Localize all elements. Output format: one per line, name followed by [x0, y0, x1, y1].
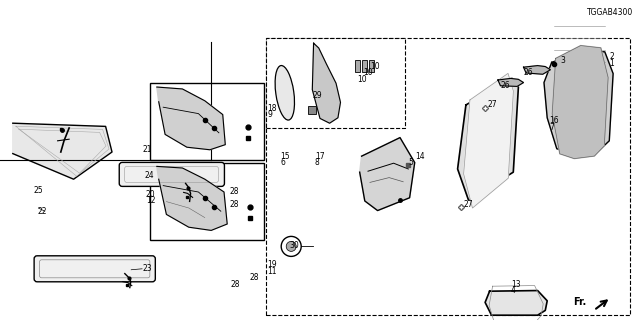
Polygon shape [485, 291, 547, 315]
Text: 16: 16 [549, 116, 559, 125]
Polygon shape [360, 138, 415, 211]
Text: 18: 18 [268, 104, 277, 113]
Polygon shape [524, 66, 550, 74]
Text: 28: 28 [229, 187, 239, 196]
Text: 7: 7 [549, 123, 554, 132]
Text: 21: 21 [142, 145, 152, 154]
Bar [266, 38, 405, 128]
Circle shape [281, 236, 301, 256]
Text: 24: 24 [145, 171, 154, 180]
Text: 30: 30 [289, 241, 299, 250]
Text: 28: 28 [229, 200, 239, 209]
FancyBboxPatch shape [34, 256, 156, 282]
Polygon shape [498, 78, 524, 86]
Text: 4: 4 [511, 286, 516, 295]
Text: 27: 27 [464, 200, 474, 209]
Text: Fr.: Fr. [573, 297, 587, 308]
Text: 1: 1 [609, 59, 614, 68]
Text: 5: 5 [408, 158, 413, 167]
Text: 15: 15 [280, 152, 290, 161]
Text: 26: 26 [524, 68, 533, 77]
Text: 2: 2 [609, 52, 614, 61]
Bar [150, 83, 264, 160]
Text: 12: 12 [146, 196, 156, 205]
Ellipse shape [275, 66, 294, 120]
Text: 22: 22 [37, 207, 47, 216]
Text: TGGAB4300: TGGAB4300 [588, 8, 634, 17]
Text: 6: 6 [280, 158, 285, 167]
Text: 26: 26 [500, 81, 510, 90]
Polygon shape [458, 78, 518, 200]
Circle shape [286, 241, 296, 252]
Bar [308, 106, 316, 114]
Text: 17: 17 [315, 152, 324, 161]
Text: 28: 28 [250, 273, 259, 282]
Polygon shape [312, 43, 340, 123]
Text: 28: 28 [230, 280, 240, 289]
Text: 3: 3 [560, 56, 565, 65]
Text: 23: 23 [142, 264, 152, 273]
Bar [355, 60, 360, 72]
Text: 10: 10 [357, 75, 367, 84]
Text: 14: 14 [415, 152, 424, 161]
Text: 10: 10 [364, 68, 373, 77]
Polygon shape [544, 51, 613, 154]
Polygon shape [157, 166, 227, 230]
FancyBboxPatch shape [119, 163, 225, 186]
Text: 20: 20 [146, 190, 156, 199]
Text: 10: 10 [370, 62, 380, 71]
Polygon shape [552, 45, 608, 159]
Text: 19: 19 [268, 260, 277, 269]
Text: 11: 11 [268, 267, 277, 276]
Bar [362, 60, 367, 72]
Bar [266, 38, 630, 315]
Text: 25: 25 [33, 186, 43, 195]
Text: 13: 13 [511, 280, 520, 289]
Text: 8: 8 [315, 158, 319, 167]
Bar [150, 163, 264, 240]
Text: 9: 9 [268, 110, 273, 119]
Polygon shape [463, 73, 513, 208]
Polygon shape [157, 87, 225, 150]
Polygon shape [13, 123, 112, 179]
Text: 27: 27 [488, 100, 497, 109]
Text: 29: 29 [312, 91, 322, 100]
Bar [369, 60, 374, 72]
